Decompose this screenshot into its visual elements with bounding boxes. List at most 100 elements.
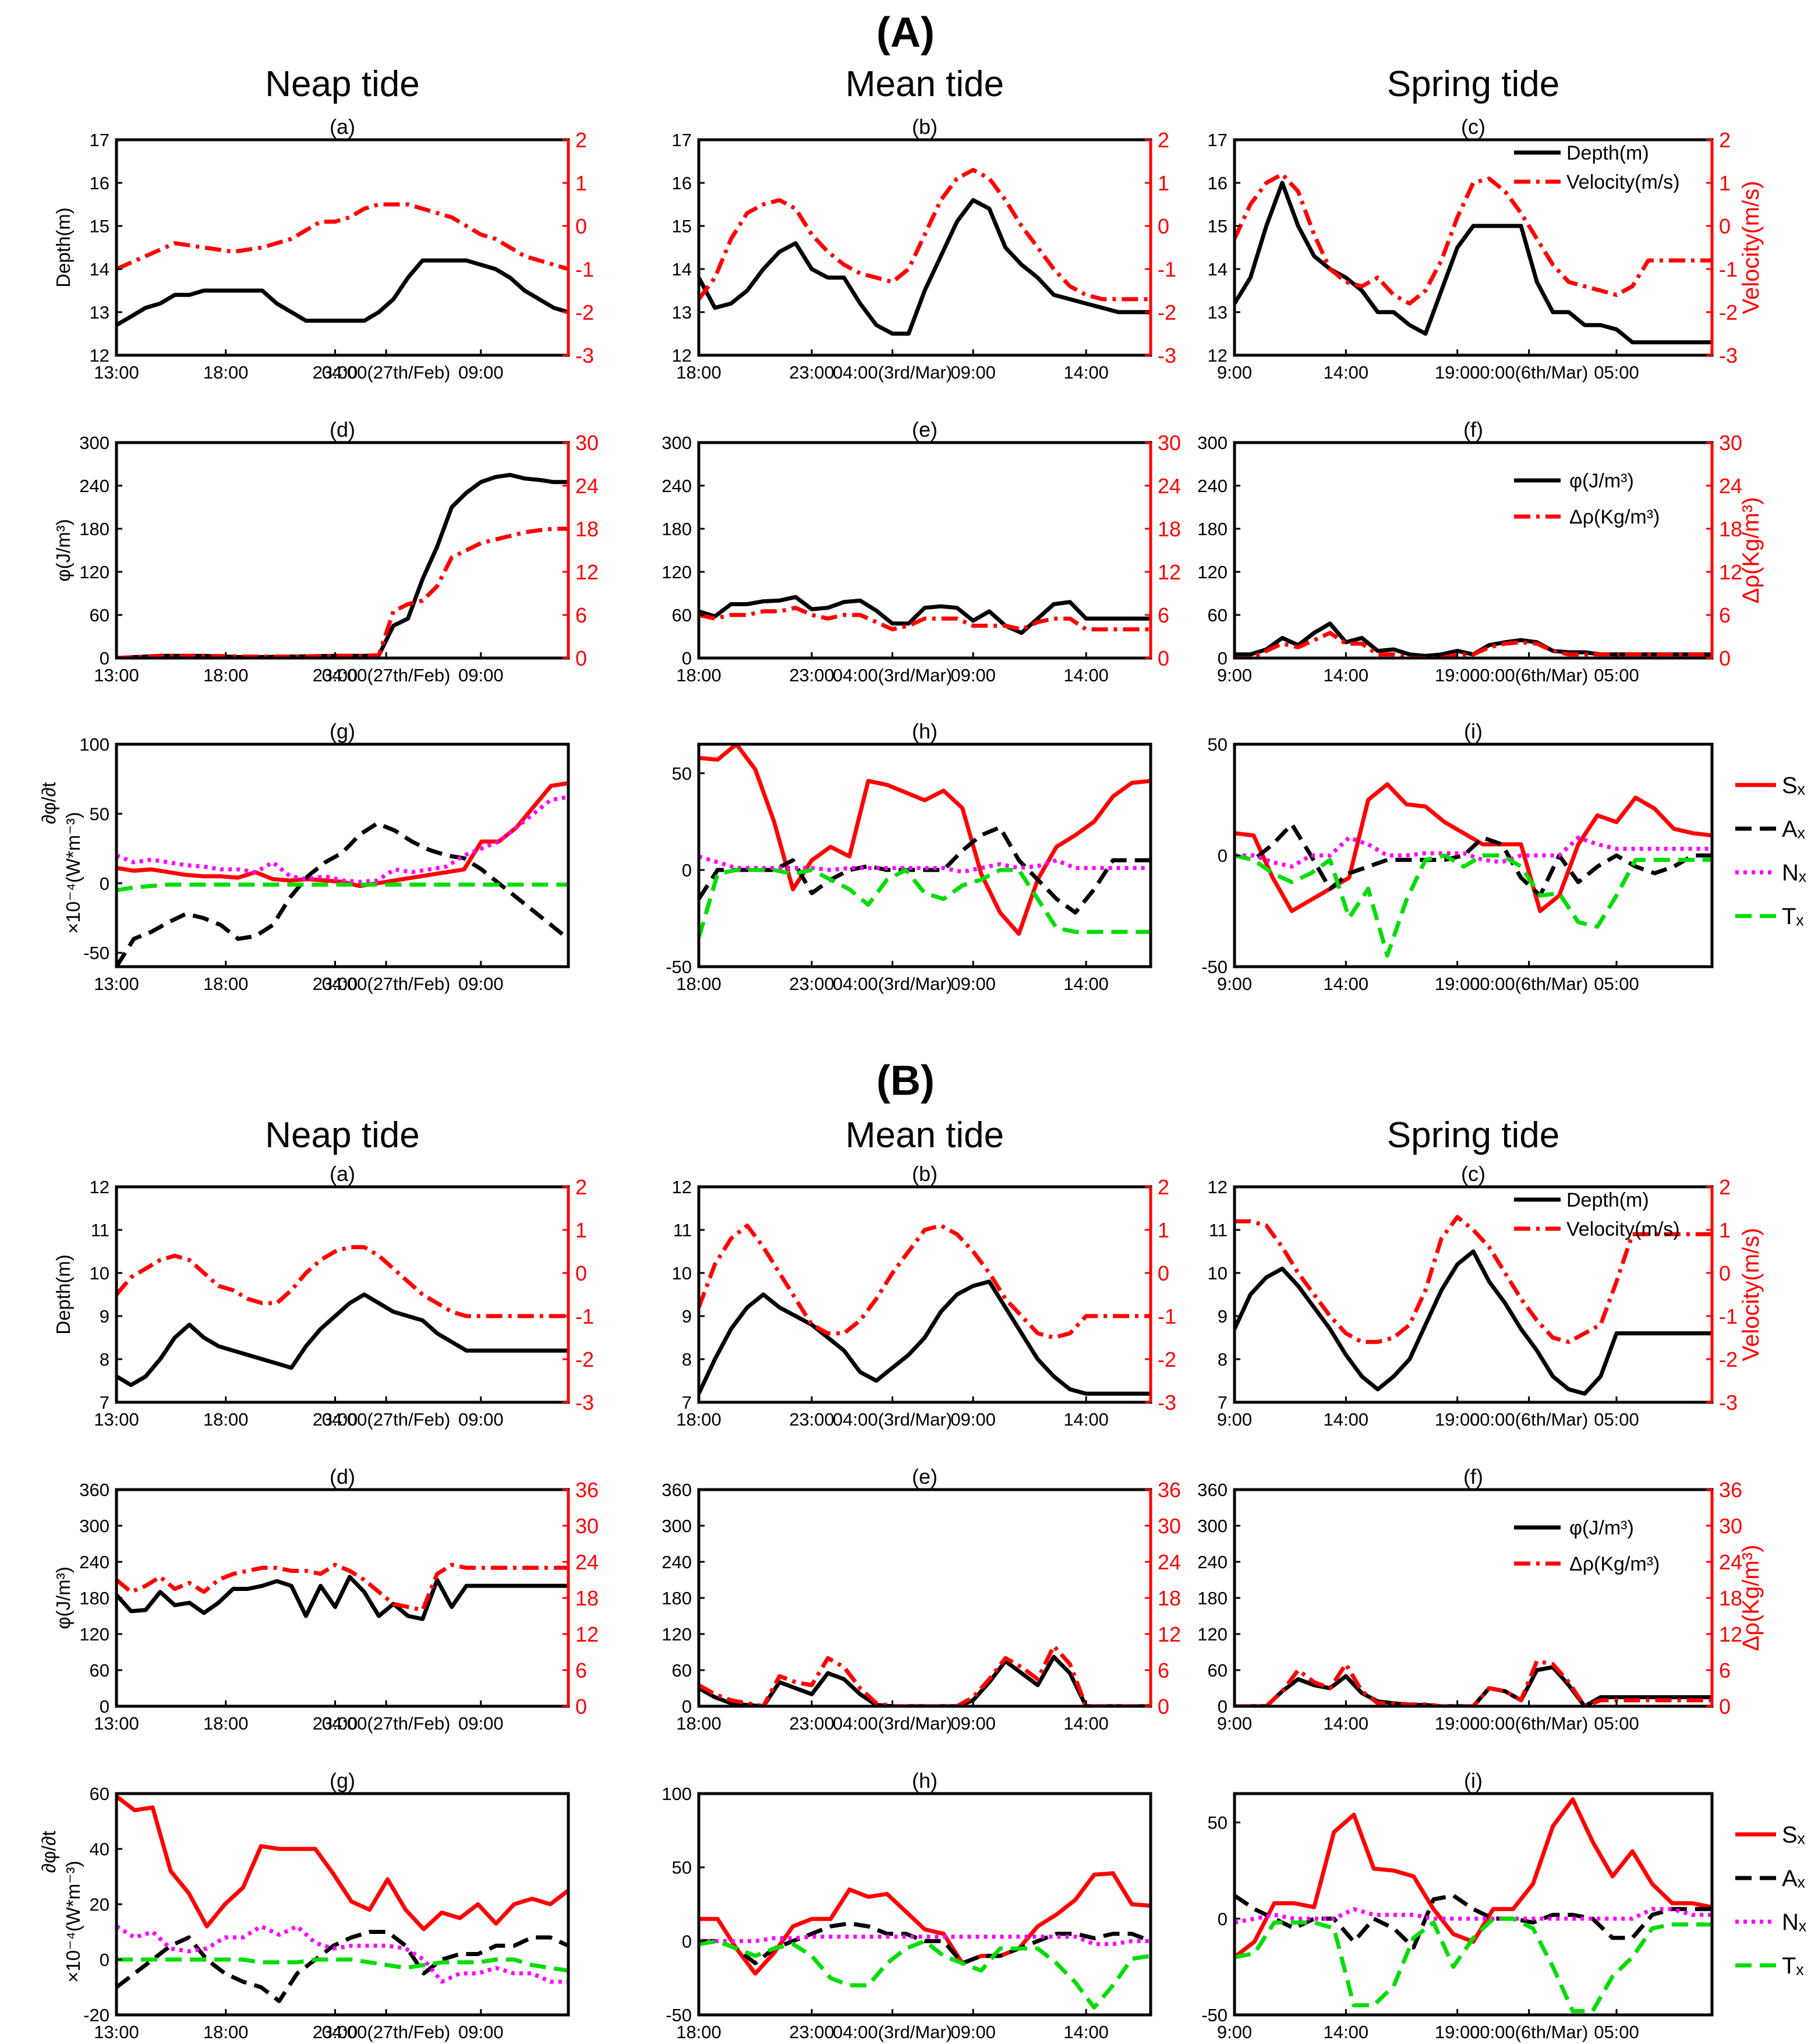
panel-title: (a) [330,115,355,139]
depth-ytick-label: 9 [100,1306,109,1327]
flux-xtick-label: 23:00 [789,2022,834,2042]
depth-ytick-label: 14 [90,259,109,280]
flux-ytick-label: 100 [79,734,109,755]
velocity-ytick-right-label: 0 [1158,214,1169,238]
drho-line [699,606,1151,632]
drho-ytick-right-label: 30 [575,431,599,455]
depth-ytick-label: 17 [1208,130,1228,150]
phi-ytick-label: 60 [90,605,109,625]
flux-ytick-label: -20 [83,2005,109,2025]
phi-panel-frame [1233,441,1714,660]
flux-xtick-label: 23:00 [313,2022,358,2042]
velocity-ytick-right-label: 2 [1158,128,1169,152]
phi-ytick-label: 240 [1197,1552,1228,1572]
phi-ytick-label: 360 [1197,1480,1228,1500]
flux-ytick-label: 0 [682,1931,692,1951]
phi-ytick-label: 60 [1208,1660,1228,1681]
panel-title: (f) [1463,1465,1483,1488]
depth-ytick-label: 15 [672,216,692,236]
panel-title: (i) [1464,1769,1483,1792]
depth-xtick-label: 09:00 [458,362,504,383]
drho-ytick-right-label: 0 [575,1695,587,1718]
depth-ytick-label: 13 [1208,302,1228,323]
depth-xtick-label: 00:00(6th/Mar) [1470,362,1588,383]
flux-xtick-label: 00:00(6th/Mar) [1470,2022,1588,2042]
depth-ytick-label: 13 [90,302,109,323]
drho-ytick-right-label: 30 [1719,431,1742,455]
flux-ytick-label: 0 [1218,846,1228,866]
phi-ytick-label: 360 [662,1480,692,1500]
drho-ytick-right-label: 18 [1719,1586,1742,1610]
flux-ytick-label: 20 [90,1894,109,1915]
depth-ytick-label: 12 [672,1177,692,1197]
phi-ytick-label: 180 [662,519,692,539]
flux-axis-label-top: ∂φ/∂t [38,782,59,824]
nx-line [116,795,568,884]
flux-xtick-label: 09:00 [950,974,996,994]
drho-ytick-right-label: 6 [1719,603,1731,627]
legend-tx-label: Tₓ [1782,904,1804,929]
depth-line [699,198,1151,336]
drho-ytick-right-label: 24 [575,1550,599,1574]
phi-ytick-label: 0 [1218,648,1228,669]
legend-phi-label: φ(J/m³) [1569,1517,1634,1539]
velocity-ytick-right-label: 1 [1158,1218,1169,1242]
velocity-ytick-right-label: -1 [1719,257,1738,281]
depth-axis-label: Depth(m) [52,207,74,288]
velocity-ytick-right-label: -2 [575,1348,594,1371]
phi-xtick-label: 23:00 [313,665,358,685]
column-title: Neap tide [265,64,419,104]
phi-ytick-label: 360 [79,1480,109,1500]
velocity-ytick-right-label: -3 [1158,1391,1176,1414]
drho-axis-label: Δρ(Kg/m³) [1738,497,1764,604]
velocity-ytick-right-label: 2 [1158,1175,1169,1199]
depth-ytick-label: 15 [90,216,109,236]
drho-ytick-right-label: 12 [575,560,599,584]
flux-xtick-label: 19:00 [1435,974,1480,994]
panel-title: (i) [1464,719,1483,743]
depth-xtick-label: 23:00 [789,362,834,383]
velocity-ytick-right-label: 1 [1158,171,1169,195]
depth-xtick-label: 14:00 [1324,1409,1369,1430]
flux-xtick-label: 00:00(6th/Mar) [1470,974,1588,994]
legend-velocity-label: Velocity(m/s) [1566,1218,1680,1240]
panel-phi-drho: (e) 0 60 120 180 240 300 0 6 12 18 24 30 18:00 23:0004… [662,418,1181,685]
velocity-ytick-right-label: 0 [1719,214,1731,238]
depth-ytick-label: 11 [1209,1220,1228,1240]
drho-line [1235,1659,1712,1706]
depth-ytick-label: 16 [90,173,109,193]
phi-ytick-label: 120 [662,562,692,582]
sx-line [116,781,568,888]
sx-line [699,744,1151,936]
drho-ytick-right-label: 36 [1158,1478,1181,1502]
phi-xtick-label: 18:00 [676,1713,721,1734]
drho-ytick-right-label: 6 [1158,603,1169,627]
flux-xtick-label: 23:00 [789,974,834,994]
flux-ytick-label: -50 [666,957,692,977]
flux-ytick-label: 0 [100,1950,109,1970]
velocity-ytick-right-label: 2 [1719,128,1731,152]
depth-line [1235,1249,1712,1396]
velocity-line [699,168,1151,302]
drho-ytick-right-label: 0 [1158,1695,1169,1718]
phi-ytick-label: 300 [662,433,692,453]
nx-line [699,1935,1151,1946]
phi-xtick-label: 04:00(27th/Feb) [322,665,451,685]
flux-ytick-label: 50 [672,1858,692,1878]
panel-flux: (g) -20 0 20 40 60 13:00 18:00 23:0004:00(27th/F… [38,1769,570,2042]
depth-xtick-label: 09:00 [950,1409,996,1430]
panel-title: (a) [330,1162,355,1186]
flux-xtick-label: 04:00(3rd/Mar) [833,974,952,994]
velocity-axis-label: Velocity(m/s) [1738,1228,1764,1362]
flux-panel-frame [115,742,570,968]
phi-xtick-label: 13:00 [94,1713,139,1734]
legend-ax-label: Aₓ [1782,1866,1806,1891]
flux-ytick-label: 0 [100,874,109,894]
flux-xtick-label: 19:00 [1435,2022,1480,2042]
phi-line [116,473,568,658]
velocity-ytick-right-label: 1 [575,1218,587,1242]
phi-ytick-label: 60 [672,605,692,625]
depth-xtick-label: 00:00(6th/Mar) [1470,1409,1588,1430]
